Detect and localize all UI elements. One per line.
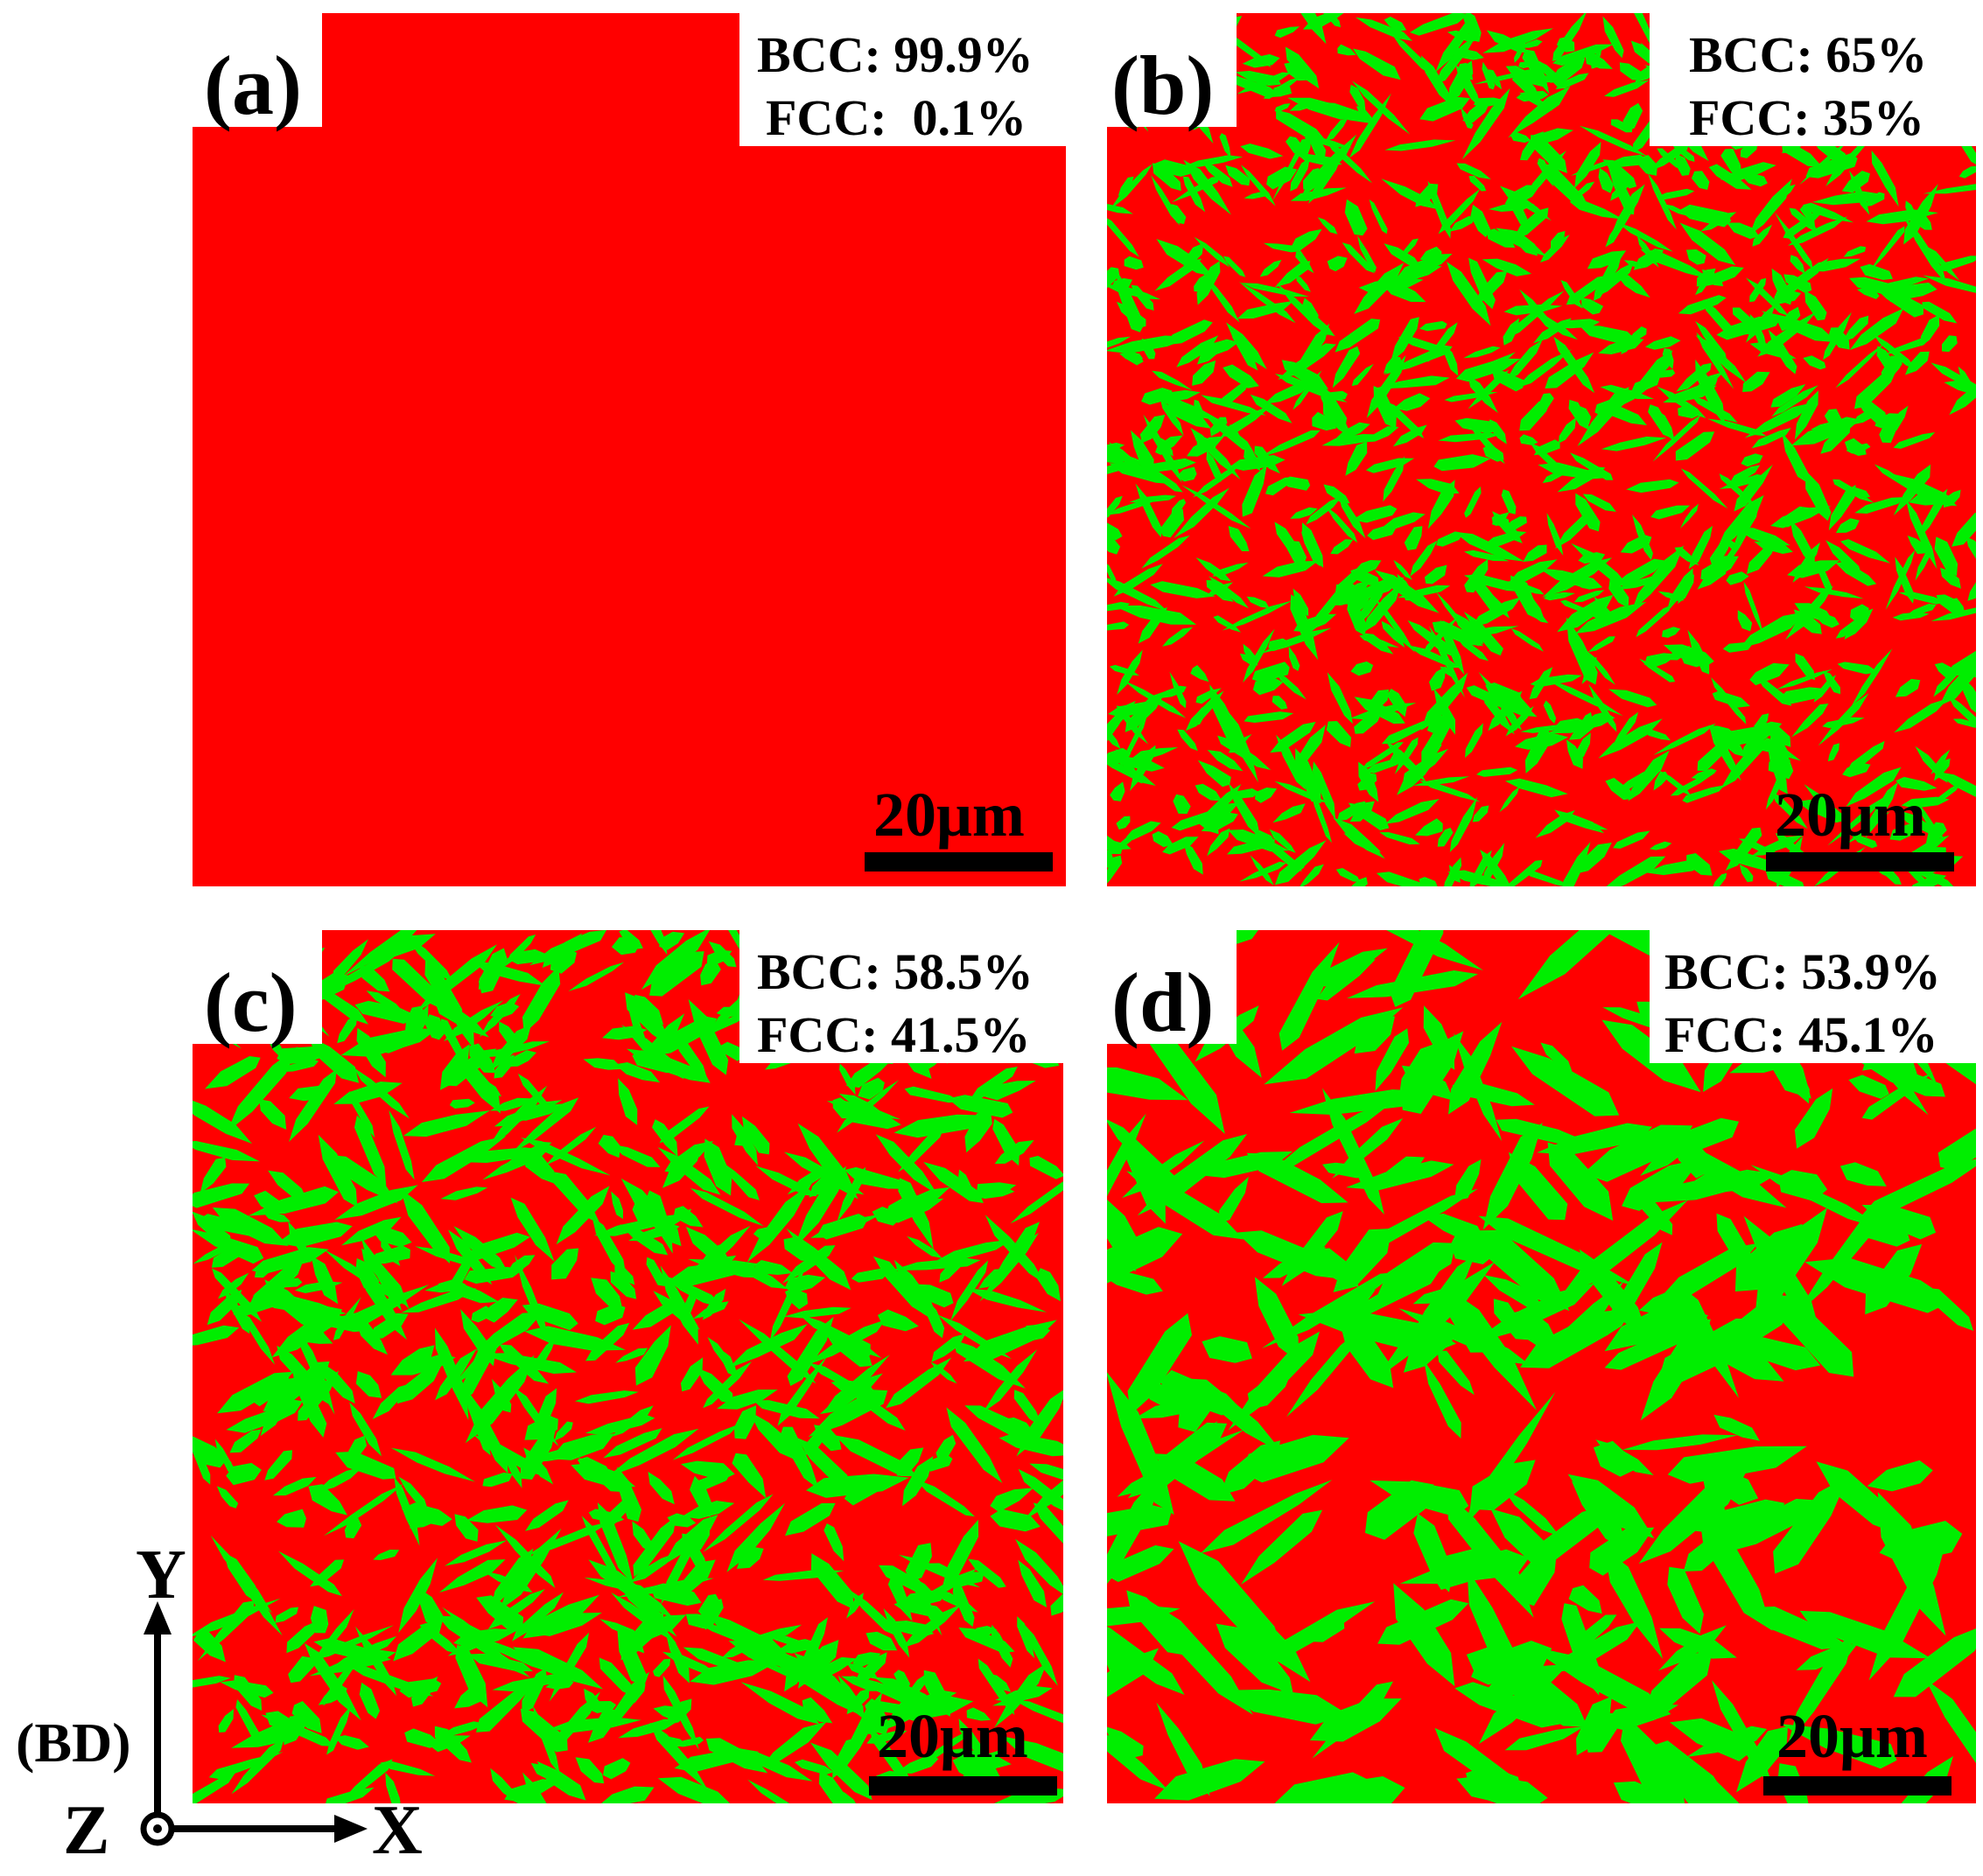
panel-letter-a: (a) <box>204 38 302 132</box>
phase-box-c <box>739 926 1072 1063</box>
fcc-fraction-label-c: FCC: 41.5% <box>757 1006 1031 1063</box>
axis-arrows <box>140 1601 368 1846</box>
scalebar-label-b: 20μm <box>1775 780 1926 850</box>
x-axis-label: X <box>372 1792 423 1869</box>
panel-d: (d) BCC: 53.9% FCC: 45.1% 20μm <box>1098 926 1982 1803</box>
scalebar-label-c: 20μm <box>877 1701 1028 1771</box>
bcc-matrix <box>193 13 1066 886</box>
panel-letter-b: (b) <box>1111 38 1215 132</box>
y-axis-label: Y <box>136 1536 186 1614</box>
letter-box-a <box>184 9 322 127</box>
coordinate-axes: Y X Z (BD) <box>0 1540 438 1876</box>
scalebar-label-a: 20μm <box>873 780 1025 850</box>
phase-box-d <box>1650 926 1982 1063</box>
build-direction-label: (BD) <box>16 1712 131 1774</box>
letter-box-c <box>184 926 322 1044</box>
scalebar-b <box>1766 852 1954 872</box>
scalebar-label-d: 20μm <box>1776 1701 1928 1771</box>
fcc-fraction-label-b: FCC: 35% <box>1689 89 1925 146</box>
panel-a: (a) BCC: 99.9% FCC: 0.1% 20μm <box>0 0 1072 901</box>
bcc-fraction-label-c: BCC: 58.5% <box>757 943 1034 1000</box>
letter-box-b <box>1098 9 1237 127</box>
phase-box-a <box>739 9 1072 146</box>
scalebar-a <box>865 852 1053 872</box>
panel-b: (b) BCC: 65% FCC: 35% 20μm <box>0 0 1983 901</box>
phase-box-b <box>1650 9 1982 146</box>
bcc-fraction-label-d: BCC: 53.9% <box>1664 943 1941 1000</box>
phase-map-a <box>193 13 1066 886</box>
phase-map-b <box>1107 13 1976 886</box>
z-axis-label: Z <box>63 1792 110 1869</box>
fcc-fraction-label-a: FCC: 0.1% <box>766 89 1027 146</box>
panel-letter-c: (c) <box>204 956 298 1049</box>
scalebar-d <box>1763 1776 1951 1796</box>
panel-letter-d: (d) <box>1111 956 1215 1049</box>
bcc-fraction-label-b: BCC: 65% <box>1689 26 1928 83</box>
scalebar-c <box>869 1776 1057 1796</box>
panel-c: (c) BCC: 58.5% FCC: 41.5% 20μm <box>184 926 1063 1803</box>
letter-box-d <box>1098 926 1237 1044</box>
bcc-fraction-label-a: BCC: 99.9% <box>757 26 1034 83</box>
fcc-fraction-label-d: FCC: 45.1% <box>1664 1006 1938 1063</box>
fcc-phase-regions <box>1107 13 1976 886</box>
